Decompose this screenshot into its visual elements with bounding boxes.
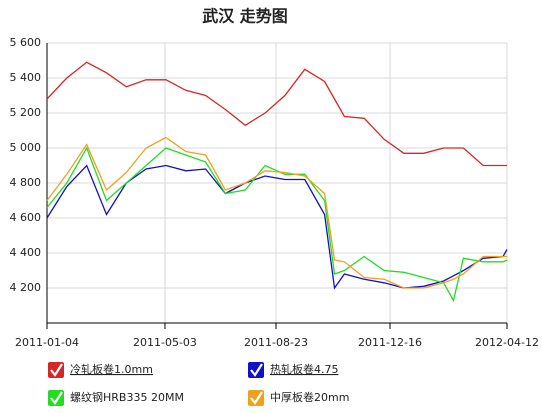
x-tick-label: 2012-04-12 <box>475 336 539 349</box>
legend-label[interactable]: 热轧板卷4.75 <box>270 362 339 376</box>
y-tick-label: 4 200 <box>10 281 42 294</box>
y-tick-label: 4 800 <box>10 176 42 189</box>
legend-label[interactable]: 中厚板卷20mm <box>270 390 349 404</box>
legend-check <box>50 363 63 377</box>
x-tick-label: 2011-12-16 <box>358 336 422 349</box>
y-tick-label: 4 400 <box>10 246 42 259</box>
legend-label[interactable]: 冷轧板卷1.0mm <box>70 362 153 376</box>
legend-check <box>250 363 263 377</box>
y-tick-label: 5 000 <box>10 141 42 154</box>
legend-check <box>50 391 63 405</box>
y-tick-label: 5 600 <box>10 36 42 49</box>
legend-label[interactable]: 螺纹钢HRB335 20MM <box>70 390 184 404</box>
y-tick-label: 5 400 <box>10 71 42 84</box>
series-line <box>46 136 507 289</box>
chart-title: 武汉 走势图 <box>202 7 288 26</box>
x-tick-label: 2011-05-03 <box>133 336 197 349</box>
series-line <box>46 164 508 290</box>
series-line <box>46 146 508 303</box>
x-tick-label: 2011-01-04 <box>15 336 79 349</box>
y-tick-label: 5 200 <box>10 106 42 119</box>
x-tick-label: 2011-08-23 <box>244 336 308 349</box>
y-tick-label: 4 600 <box>10 211 42 224</box>
series-line <box>46 61 507 167</box>
legend-check <box>250 391 263 405</box>
